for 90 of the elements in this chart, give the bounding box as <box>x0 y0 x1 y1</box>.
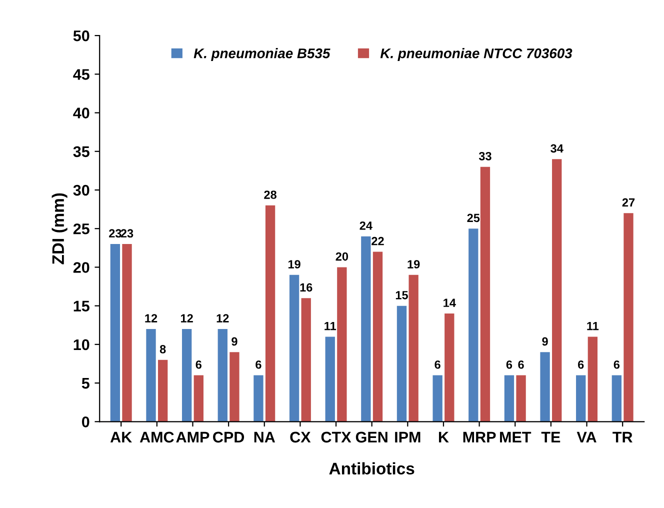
bar <box>504 375 514 422</box>
bar <box>408 274 418 422</box>
bar <box>337 267 347 422</box>
data-label: 19 <box>408 260 420 268</box>
bar <box>624 213 634 422</box>
x-tick-label: MET <box>500 432 532 442</box>
data-label: 12 <box>181 314 193 322</box>
bar <box>194 375 204 422</box>
bar <box>182 328 192 422</box>
bar <box>432 375 442 422</box>
bar <box>289 274 300 422</box>
bar <box>516 375 526 422</box>
data-label: 23 <box>120 229 134 238</box>
x-tick-label: CPD <box>213 432 244 443</box>
bar <box>325 336 335 422</box>
x-tick-label: AMC <box>140 432 174 443</box>
legend-label: K. pneumoniae B535 <box>194 48 330 62</box>
y-tick-label: 15 <box>74 300 90 312</box>
x-tick-label: CTX <box>321 432 352 443</box>
data-label: 34 <box>550 144 564 153</box>
data-label: 6 <box>518 360 524 369</box>
bar <box>301 298 311 422</box>
x-tick-label: TR <box>612 432 632 442</box>
data-label: 6 <box>196 360 202 369</box>
x-tick-label: VA <box>576 432 596 442</box>
y-tick-label: 20 <box>73 262 90 273</box>
x-tick-label: IPM <box>395 432 420 442</box>
data-label: 28 <box>264 190 276 199</box>
data-label: 15 <box>396 291 408 300</box>
data-label: 6 <box>506 360 512 369</box>
bar <box>218 328 228 422</box>
bar <box>361 236 371 422</box>
y-tick-label: 30 <box>73 184 90 196</box>
data-label: 8 <box>160 345 166 354</box>
y-tick-label: 40 <box>73 108 90 118</box>
bar <box>122 244 132 422</box>
bar <box>468 228 478 422</box>
data-label: 9 <box>232 337 238 346</box>
data-label: 12 <box>145 314 158 322</box>
bar <box>110 244 120 422</box>
bar <box>372 252 383 422</box>
x-tick-label: TE <box>541 432 560 442</box>
x-tick-label: CX <box>290 432 311 443</box>
y-tick-label: 45 <box>73 69 90 80</box>
x-axis-title: Antibiotics <box>329 462 414 475</box>
data-label: 19 <box>288 260 300 268</box>
bar <box>588 336 598 422</box>
data-label: 27 <box>622 198 635 207</box>
data-label: 16 <box>300 283 312 292</box>
data-label: 11 <box>587 322 599 330</box>
bar <box>146 328 156 422</box>
y-tick-label: 10 <box>74 339 90 350</box>
data-label: 11 <box>324 322 336 330</box>
bar <box>230 352 240 422</box>
bar <box>158 360 168 422</box>
data-label: 12 <box>216 314 229 322</box>
data-label: 6 <box>434 360 440 369</box>
data-label: 9 <box>542 337 548 346</box>
bar <box>444 314 454 422</box>
bar <box>552 159 562 422</box>
x-tick-label: NA <box>254 432 276 442</box>
x-tick-label: GEN <box>356 432 388 443</box>
data-label: 33 <box>478 152 492 160</box>
y-tick-label: 0 <box>82 416 90 428</box>
data-label: 23 <box>109 229 122 238</box>
x-tick-label: K <box>438 432 449 442</box>
data-label: 6 <box>256 360 262 369</box>
x-tick-label: AK <box>110 432 132 442</box>
x-tick-label: MRP <box>463 432 496 442</box>
y-tick-label: 25 <box>73 223 90 234</box>
y-tick-label: 50 <box>73 30 90 42</box>
bar <box>396 306 407 422</box>
data-label: 24 <box>360 221 372 230</box>
data-label: 14 <box>444 298 456 307</box>
data-label: 20 <box>336 252 348 261</box>
y-tick-label: 35 <box>73 146 90 158</box>
x-tick-label: AMP <box>176 432 210 442</box>
data-label: 6 <box>578 360 584 369</box>
bar <box>540 352 550 422</box>
y-tick-label: 5 <box>82 378 90 389</box>
legend-label: K. pneumoniae NTCC 703603 <box>380 48 572 62</box>
bar <box>576 375 586 422</box>
data-label: 25 <box>467 214 480 222</box>
bar <box>254 375 264 422</box>
y-axis-title: ZDI (mm) <box>52 193 68 264</box>
bar <box>612 375 622 422</box>
bar <box>265 205 276 422</box>
bar <box>480 166 490 422</box>
data-label: 22 <box>372 236 384 246</box>
data-label: 6 <box>614 360 620 369</box>
